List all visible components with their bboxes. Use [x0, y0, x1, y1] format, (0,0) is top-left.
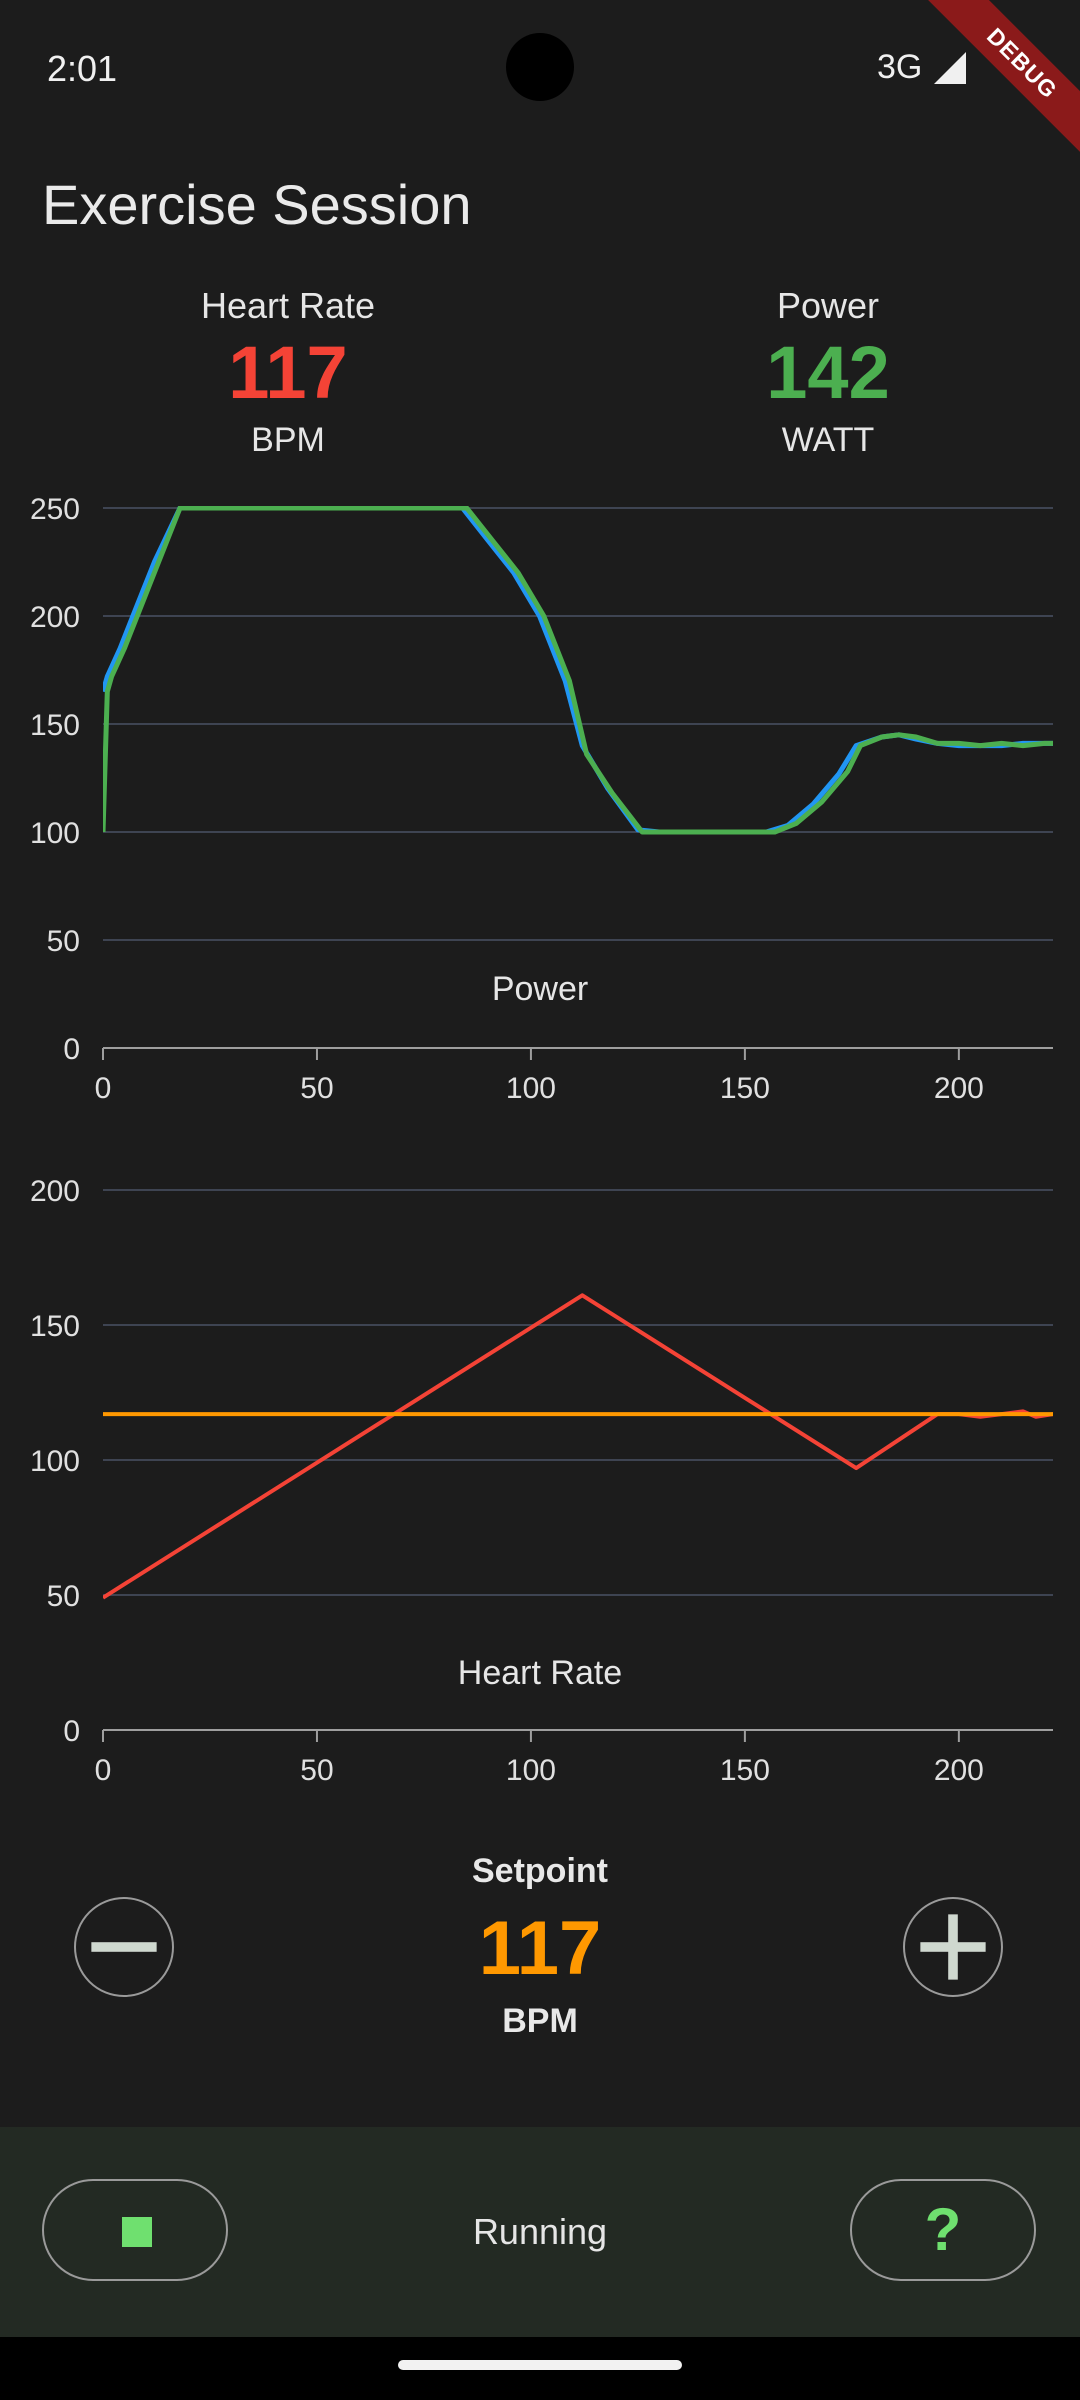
y-tick-label: 200 — [30, 601, 80, 634]
signal-icon — [934, 52, 966, 84]
chart-title: Heart Rate — [458, 1654, 622, 1692]
minus-icon — [91, 1942, 157, 1952]
decrease-setpoint-button[interactable] — [74, 1897, 174, 1997]
debug-banner: DEBUG — [920, 0, 1080, 160]
x-tick-label: 100 — [506, 1072, 556, 1105]
y-tick-label: 150 — [30, 709, 80, 742]
y-tick-label: 0 — [63, 1715, 80, 1748]
power-value: 142 — [766, 331, 890, 414]
y-tick-label: 150 — [30, 1310, 80, 1343]
heart-rate-value: 117 — [228, 331, 348, 414]
session-status: Running — [472, 2211, 608, 2252]
status-bar: 2:01 3G — [0, 0, 1080, 135]
heart-rate-label: Heart Rate — [200, 285, 376, 326]
page-title: Exercise Session — [42, 173, 472, 236]
y-tick-label: 0 — [63, 1033, 80, 1066]
y-tick-label: 50 — [47, 1580, 80, 1613]
stop-button[interactable] — [42, 2179, 228, 2281]
setpoint-unit: BPM — [502, 2002, 578, 2040]
x-tick-label: 50 — [300, 1072, 333, 1105]
increase-setpoint-button[interactable] — [903, 1897, 1003, 1997]
bottom-control-bar: Running ? — [0, 2127, 1080, 2337]
heart-rate-unit: BPM — [251, 421, 325, 459]
y-tick-label: 200 — [30, 1175, 80, 1208]
y-tick-label: 100 — [30, 1445, 80, 1478]
setpoint-label: Setpoint — [472, 1852, 608, 1890]
power-unit: WATT — [781, 421, 875, 459]
x-tick-label: 150 — [720, 1754, 770, 1787]
x-tick-label: 0 — [95, 1754, 112, 1787]
heart-rate-chart: 0 50 100 150 200 0 50 100 150 200 Heart Rate — [30, 1175, 1053, 1787]
help-icon: ? — [924, 2196, 962, 2263]
series-line — [103, 1293, 1053, 1600]
x-tick-label: 100 — [506, 1754, 556, 1787]
power-stat: Power 142 WATT — [558, 285, 1080, 460]
x-tick-label: 50 — [300, 1754, 333, 1787]
camera-cutout — [506, 33, 574, 101]
plus-icon — [920, 1914, 986, 1980]
status-time: 2:01 — [47, 48, 118, 89]
y-tick-label: 100 — [30, 817, 80, 850]
chart-title: Power — [492, 970, 588, 1008]
system-nav-area — [0, 2337, 1080, 2400]
power-label: Power — [776, 285, 880, 326]
setpoint-value: 117 — [478, 1906, 602, 1991]
x-tick-label: 200 — [934, 1072, 984, 1105]
series-line — [103, 506, 1053, 835]
heart-rate-stat: Heart Rate 117 BPM — [18, 285, 558, 460]
debug-label: DEBUG — [920, 0, 1080, 160]
y-tick-label: 250 — [30, 493, 80, 526]
home-indicator[interactable] — [398, 2360, 682, 2370]
x-tick-label: 0 — [95, 1072, 112, 1105]
x-tick-label: 200 — [934, 1754, 984, 1787]
x-tick-label: 150 — [720, 1072, 770, 1105]
network-type: 3G — [877, 48, 923, 86]
series-line — [103, 506, 1053, 835]
stop-icon — [122, 2217, 152, 2247]
power-chart: 0 50 100 150 200 250 0 50 100 150 200 Power — [30, 493, 1053, 1105]
help-button[interactable]: ? — [850, 2179, 1036, 2281]
y-tick-label: 50 — [47, 925, 80, 958]
